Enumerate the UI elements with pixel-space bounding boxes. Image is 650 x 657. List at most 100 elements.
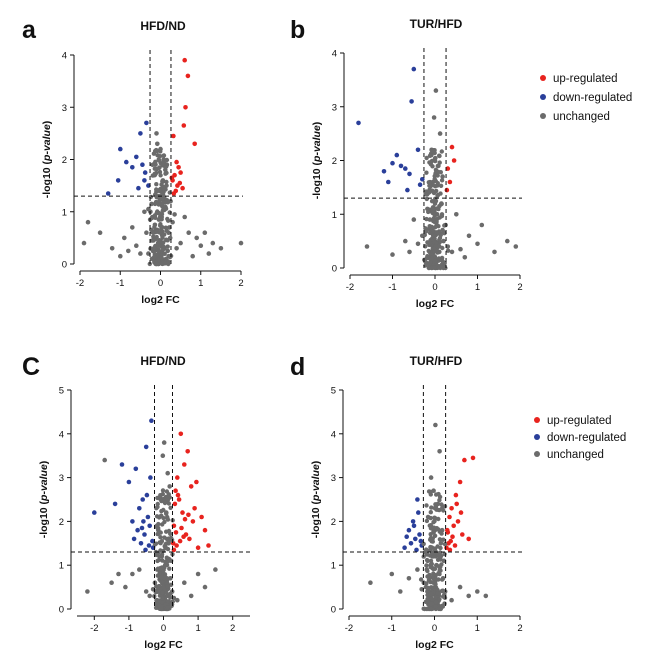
y-tick-label: 3 (59, 473, 64, 484)
data-point (447, 547, 453, 553)
data-point (185, 73, 191, 79)
data-point (428, 492, 433, 497)
data-point (109, 246, 115, 251)
series-2 (364, 88, 519, 265)
legend-marker (534, 417, 540, 423)
data-point (475, 589, 480, 594)
data-point (181, 123, 187, 128)
data-point (162, 232, 167, 237)
data-point (182, 580, 187, 585)
data-point (435, 163, 440, 169)
x-tick-label: 0 (161, 623, 166, 634)
data-point (419, 587, 425, 592)
data-point (437, 554, 443, 559)
data-point (174, 246, 179, 251)
density-cluster (147, 147, 174, 267)
data-point (159, 255, 164, 260)
data-point (437, 237, 442, 242)
data-point (438, 191, 443, 196)
data-point (423, 229, 429, 234)
data-point (213, 567, 218, 572)
data-point (160, 599, 165, 605)
data-point (445, 244, 451, 249)
y-tick-label: 0 (62, 260, 67, 271)
data-point (408, 541, 414, 546)
data-point (154, 229, 160, 234)
x-tick-label: 1 (475, 282, 480, 293)
data-point (156, 188, 162, 193)
x-tick-label: -1 (388, 623, 396, 634)
y-tick-label: 4 (59, 429, 64, 440)
panel-letter: a (22, 16, 37, 44)
data-point (155, 495, 160, 501)
data-point (172, 212, 177, 217)
data-point (182, 214, 187, 220)
data-point (97, 230, 103, 235)
data-point (166, 528, 172, 534)
data-point (118, 253, 123, 259)
data-point (158, 530, 163, 535)
data-point (154, 506, 159, 511)
data-point (163, 545, 168, 551)
data-point (437, 243, 442, 249)
data-point (437, 449, 442, 454)
data-point (157, 211, 162, 216)
data-point (425, 589, 430, 594)
y-tick-label: 0 (331, 605, 336, 616)
data-point (428, 184, 433, 189)
data-point (417, 532, 422, 537)
data-point (440, 588, 445, 593)
data-point (429, 585, 434, 590)
data-point (182, 462, 187, 467)
data-point (453, 492, 459, 498)
data-point (433, 604, 438, 609)
data-point (462, 254, 468, 260)
data-point (431, 216, 436, 221)
data-point (426, 248, 431, 254)
data-point (505, 238, 510, 244)
series-1 (402, 497, 425, 553)
data-point (445, 530, 451, 535)
data-point (451, 158, 457, 163)
data-point (159, 552, 165, 557)
data-point (160, 179, 165, 184)
data-point (417, 182, 423, 187)
data-point (429, 591, 434, 597)
data-point (161, 153, 166, 158)
data-point (166, 592, 172, 597)
x-tick-label: -1 (125, 623, 133, 634)
data-point (153, 159, 158, 164)
x-tick-label: 2 (238, 278, 243, 289)
data-point (454, 501, 460, 507)
data-point (458, 510, 464, 515)
data-point (170, 599, 175, 604)
data-point (154, 182, 159, 187)
data-point (432, 173, 437, 179)
x-tick-label: 2 (517, 282, 522, 293)
data-point (179, 525, 184, 531)
data-point (425, 585, 431, 590)
x-tick-label: 1 (475, 623, 480, 634)
data-point (130, 519, 135, 524)
data-point (424, 547, 429, 552)
x-axis-label: log2 FC (416, 298, 455, 310)
data-point (428, 544, 433, 550)
data-point (165, 517, 171, 522)
data-point (165, 580, 170, 586)
data-point (149, 418, 154, 424)
data-point (155, 550, 161, 556)
data-point (163, 187, 168, 192)
data-point (426, 209, 431, 215)
data-point (441, 508, 446, 513)
x-tick-label: -2 (346, 282, 354, 293)
data-point (164, 170, 169, 176)
data-point (406, 527, 412, 533)
data-point (167, 566, 172, 571)
data-point (445, 166, 451, 171)
data-point (116, 571, 121, 577)
data-point (178, 431, 184, 437)
data-point (432, 249, 437, 254)
data-point (460, 532, 465, 537)
data-point (435, 181, 440, 186)
